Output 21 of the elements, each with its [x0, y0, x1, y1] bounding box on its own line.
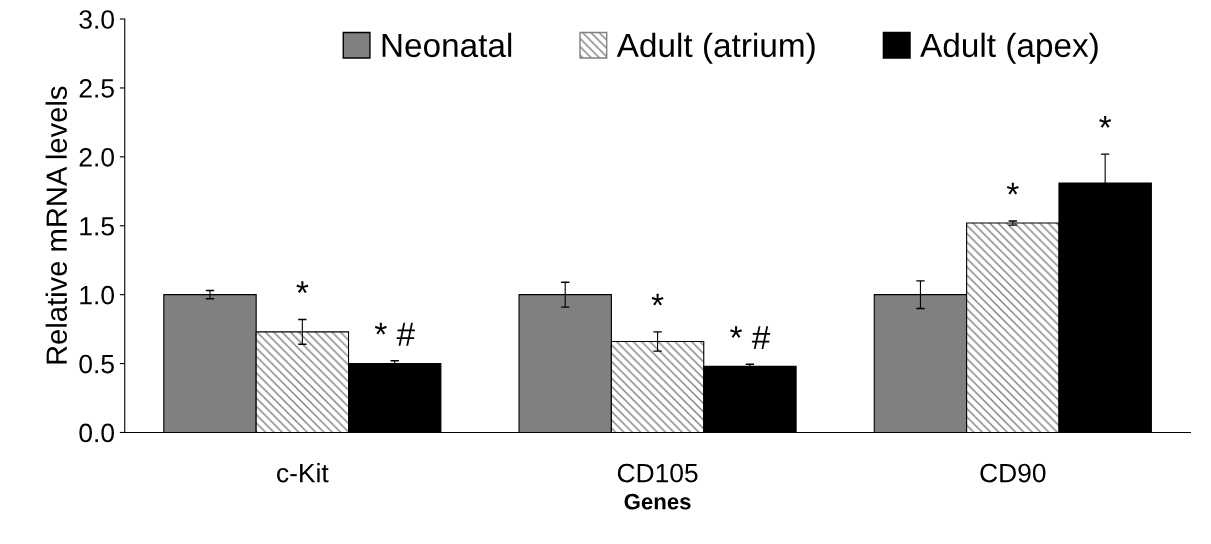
y-tick-label: 2.5	[79, 79, 114, 98]
data-label: * #	[374, 322, 415, 346]
y-tick-label: 2.0	[79, 147, 114, 167]
y-tick-label: 1.5	[80, 217, 114, 236]
y-axis-title: Relative mRNA levels	[45, 86, 68, 364]
y-tick-label: 0.5	[79, 354, 114, 374]
x-tick-label: CD90	[980, 463, 1046, 483]
data-label: *	[1099, 115, 1112, 128]
data-label: * #	[730, 326, 771, 350]
legend-label: Adult (apex)	[920, 32, 1098, 64]
legend-label: Neonatal	[382, 32, 512, 58]
data-label: *	[1006, 182, 1019, 195]
x-tick-label: c-Kit	[277, 463, 329, 483]
data-label: *	[651, 293, 664, 306]
x-axis-title: Genes	[624, 493, 691, 510]
y-tick-label: 3.0	[79, 10, 114, 29]
x-tick-label: CD105	[617, 463, 698, 483]
y-tick-label: 1.0	[80, 285, 114, 305]
data-label: *	[296, 281, 309, 294]
y-tick-label: 0.0	[79, 423, 114, 443]
legend-label: Adult (atrium)	[616, 32, 815, 64]
